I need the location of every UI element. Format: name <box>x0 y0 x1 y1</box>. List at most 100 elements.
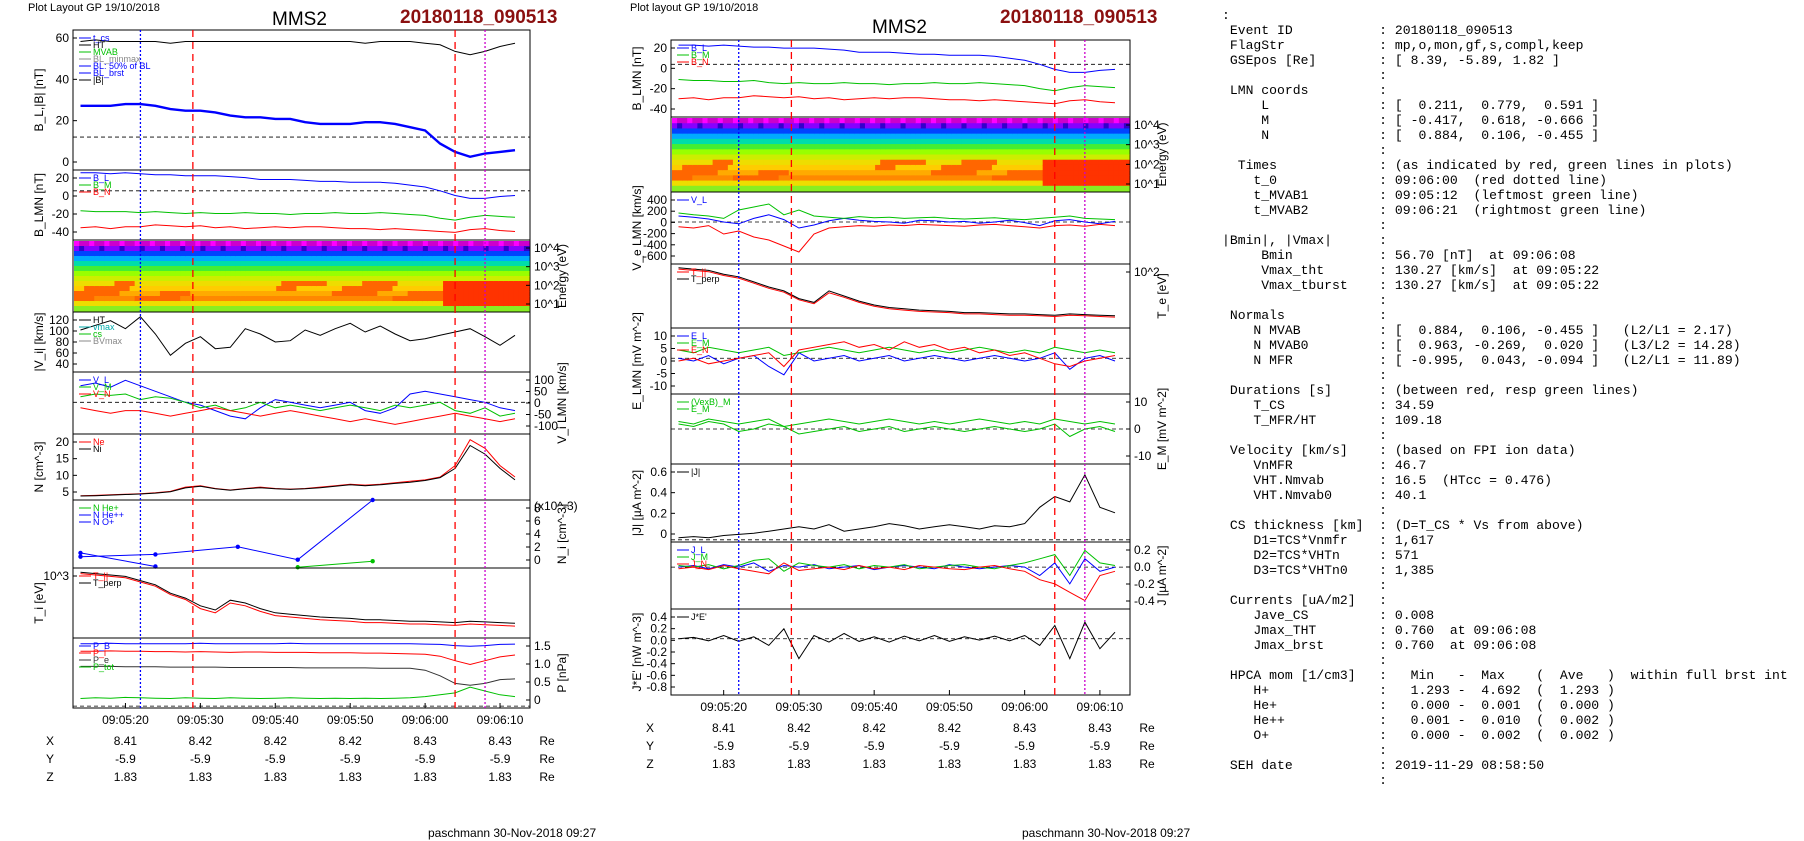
left-panel-2-cell <box>250 261 257 267</box>
left-panel-2-cell <box>326 266 333 272</box>
mid-panel-1-cell <box>743 175 749 182</box>
left-panel-2-cell <box>483 256 490 262</box>
mid-panel-1-cell <box>1022 144 1029 150</box>
mid-panel-1-cell <box>844 159 851 166</box>
mid-legend-label: T_|| <box>691 267 706 277</box>
mid-panel-1-cell <box>915 180 922 187</box>
left-panel-2-cell <box>458 256 464 262</box>
left-panel-2-cell <box>392 291 399 297</box>
mid-panel-1-cell <box>895 118 902 124</box>
mid-panel-1-cell <box>986 175 993 182</box>
left-panel-2-cell <box>336 286 343 292</box>
mid-panel-1-cell <box>880 154 886 161</box>
mid-panel-1-cell <box>961 123 968 130</box>
mid-panel-1-cell <box>819 144 825 150</box>
left-panel-2-cell <box>417 281 424 287</box>
mid-ytick-label: -20 <box>650 82 668 96</box>
mid-panel-1-cell <box>814 159 820 166</box>
left-panel-2-cell <box>154 276 161 282</box>
left-panel-2-cell <box>397 271 404 277</box>
mid-panel-1-cell <box>707 154 714 161</box>
mid-panel-1-cell <box>783 175 790 182</box>
left-panel-2-cell <box>245 256 252 262</box>
left-panel-2-cell <box>311 261 318 267</box>
left-panel-2-cell <box>473 271 480 277</box>
left-panel-2-cell <box>422 261 429 267</box>
left-panel-2-cell <box>114 306 121 312</box>
summary-line: : <box>1222 8 1230 23</box>
left-panel-2-cell <box>281 306 287 312</box>
mid-panel-1-cell <box>870 175 876 182</box>
mid-panel-1-cell <box>753 170 759 176</box>
mid-ytick-label: 0.2 <box>1134 543 1151 557</box>
left-panel-2-cell <box>468 241 474 247</box>
left-panel-2-cell <box>397 291 404 297</box>
mid-panel-1-cell <box>738 185 744 192</box>
left-panel-2-cell <box>326 281 333 287</box>
mid-panel-1-cell <box>717 154 724 161</box>
left-panel-2-cell <box>397 301 404 307</box>
left-panel-2-cell <box>74 266 80 272</box>
left-panel-2-cell <box>190 241 196 247</box>
mid-panel-1-cell <box>738 159 744 166</box>
mid-panel-1-cell <box>900 185 907 192</box>
mid-panel-1-cell <box>864 133 871 140</box>
left-legend-label: V_M <box>93 382 112 392</box>
mid-ylabel: J*E' [nW m^-3] <box>630 613 644 692</box>
mid-panel-1-cell <box>961 118 968 124</box>
mid-panel-1-cell <box>1057 128 1064 135</box>
mid-panel-1-cell <box>986 118 993 124</box>
left-panel-2-cell <box>367 281 373 287</box>
left-panel-2-cell <box>306 271 313 277</box>
left-panel-2-cell <box>205 301 212 307</box>
left-panel-2-cell <box>362 276 368 282</box>
left-panel-2-cell <box>387 301 394 307</box>
left-xtick-label: 09:05:50 <box>327 713 374 727</box>
left-panel-2-cell <box>74 276 80 282</box>
left-panel-2-cell <box>402 291 409 297</box>
mid-panel-1-cell <box>1088 164 1095 171</box>
left-panel-2-cell <box>200 281 207 287</box>
mid-position-value: 1.83 <box>1012 757 1037 771</box>
mid-panel-1-cell <box>870 128 876 135</box>
summary-line: D2=TCS*VHTn : 571 <box>1253 548 1419 563</box>
left-panel-2-cell <box>382 241 389 247</box>
left-panel-2-cell <box>286 276 292 282</box>
left-panel-2-cell <box>220 286 227 292</box>
left-panel-2-cell <box>124 256 131 262</box>
left-panel-2-cell <box>104 301 110 307</box>
left-panel-2-cell <box>281 246 287 252</box>
left-panel-2-cell <box>438 281 444 287</box>
mid-panel-1-cell <box>829 159 836 166</box>
left-series-line <box>80 642 516 647</box>
left-panel-2-cell <box>185 296 191 302</box>
left-panel-2-cell <box>291 291 298 297</box>
left-panel-2-cell <box>139 251 146 257</box>
mid-panel-1-cell <box>839 133 846 140</box>
mid-panel-1-cell <box>748 133 754 140</box>
mid-panel-1-cell <box>1123 154 1130 161</box>
left-panel-2-cell <box>235 291 242 297</box>
left-panel-2-cell <box>119 301 126 307</box>
left-panel-2-cell <box>417 246 424 252</box>
left-panel-2-cell <box>372 246 378 252</box>
left-panel-2-cell <box>508 301 515 307</box>
left-panel-2-cell <box>99 251 105 257</box>
left-panel-2-cell <box>463 261 469 267</box>
mid-panel-1-cell <box>1062 170 1069 176</box>
mid-panel-1-cell <box>1073 154 1079 161</box>
mid-panel-1-cell <box>809 185 815 192</box>
mid-panel-1-cell <box>936 138 942 145</box>
left-panel-2-cell <box>154 266 161 272</box>
left-panel-2-cell <box>448 271 454 277</box>
left-panel-2-cell <box>104 256 110 262</box>
mid-panel-1-cell <box>864 170 871 176</box>
left-panel-2-cell <box>306 291 313 297</box>
left-panel-2-cell <box>180 251 186 257</box>
mid-panel-1-cell <box>793 138 800 145</box>
mid-panel-1-cell <box>920 185 927 192</box>
mid-panel-1-cell <box>1017 128 1023 135</box>
left-panel-2-cell <box>331 306 338 312</box>
mid-panel-1-cell <box>971 175 978 182</box>
mid-panel-1-cell <box>727 180 734 187</box>
